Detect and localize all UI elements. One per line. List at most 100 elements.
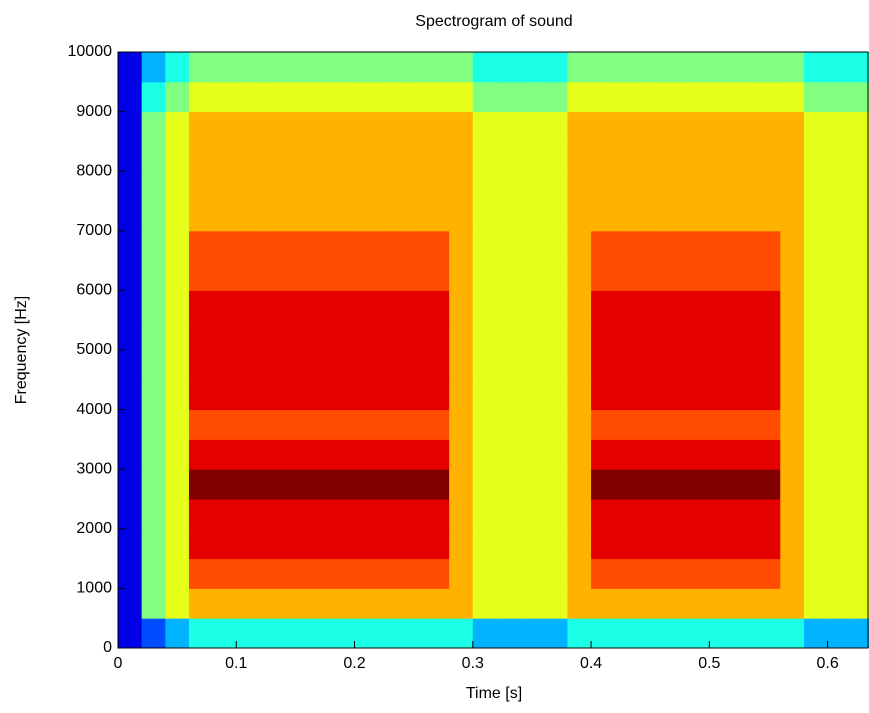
heatmap-cell — [283, 379, 308, 411]
heatmap-cell — [472, 499, 497, 530]
heatmap-cell — [851, 260, 869, 291]
heatmap-cell — [496, 499, 521, 530]
heatmap-cell — [591, 141, 616, 172]
heatmap-cell — [685, 171, 710, 202]
heatmap-cell — [449, 260, 474, 291]
heatmap-cell — [827, 469, 852, 500]
heatmap-cell — [662, 409, 687, 440]
heatmap-cell — [803, 111, 829, 142]
heatmap-cell — [425, 350, 450, 381]
heatmap-cell — [165, 499, 190, 530]
heatmap-cell — [141, 260, 166, 291]
heatmap-cell — [662, 171, 687, 202]
heatmap-cell — [259, 558, 285, 589]
heatmap-cell — [165, 81, 190, 113]
heatmap-cell — [851, 320, 869, 351]
heatmap-cell — [165, 111, 190, 142]
heatmap-cell — [449, 499, 474, 530]
heatmap-cell — [401, 558, 426, 589]
heatmap-cell — [709, 528, 734, 560]
heatmap-cell — [378, 379, 403, 411]
heatmap-cell — [709, 409, 734, 440]
heatmap-cell — [543, 558, 568, 589]
heatmap-cell — [212, 469, 237, 500]
heatmap-cell — [662, 201, 687, 232]
heatmap-cell — [543, 141, 568, 172]
heatmap-cell — [732, 201, 758, 232]
heatmap-cell — [165, 201, 190, 232]
heatmap-cell — [851, 618, 869, 648]
heatmap-cell — [662, 558, 687, 589]
heatmap-cell — [165, 439, 190, 470]
heatmap-cell — [188, 439, 214, 470]
heatmap-cell — [543, 618, 568, 648]
heatmap-cell — [827, 379, 852, 411]
heatmap-cell — [283, 469, 308, 500]
heatmap-cell — [780, 320, 805, 351]
heatmap-cell — [851, 52, 869, 83]
heatmap-cell — [827, 499, 852, 530]
heatmap-cell — [425, 111, 450, 142]
heatmap-cell — [803, 469, 829, 500]
heatmap-cell — [401, 52, 426, 83]
heatmap-cell — [354, 528, 379, 560]
heatmap-cell — [449, 320, 474, 351]
heatmap-cell — [496, 588, 521, 619]
heatmap-cell — [827, 171, 852, 202]
heatmap-cell — [685, 439, 710, 470]
heatmap-cell — [449, 588, 474, 619]
heatmap-cell — [520, 171, 545, 202]
heatmap-cell — [212, 171, 237, 202]
heatmap-cell — [401, 171, 426, 202]
heatmap-cell — [236, 528, 261, 560]
heatmap-cell — [212, 290, 237, 321]
heatmap-cell — [307, 260, 332, 291]
heatmap-cell — [780, 439, 805, 470]
heatmap-cell — [496, 469, 521, 500]
heatmap-cell — [283, 588, 308, 619]
heatmap-cell — [496, 141, 521, 172]
heatmap-cell — [662, 379, 687, 411]
heatmap-cell — [851, 141, 869, 172]
heatmap-cell — [307, 171, 332, 202]
heatmap-cell — [354, 290, 379, 321]
heatmap-cell — [354, 558, 379, 589]
heatmap-cell — [732, 379, 758, 411]
heatmap-cell — [543, 379, 568, 411]
heatmap-cell — [756, 528, 781, 560]
heatmap-cell — [118, 260, 143, 291]
heatmap-cell — [330, 111, 356, 142]
heatmap-cell — [401, 469, 426, 500]
x-tick-label: 0.2 — [343, 655, 365, 672]
heatmap-cell — [709, 81, 734, 113]
heatmap-cell — [118, 52, 143, 83]
heatmap-cell — [685, 409, 710, 440]
heatmap-cell — [378, 618, 403, 648]
heatmap-cell — [709, 201, 734, 232]
heatmap-cell — [401, 290, 426, 321]
heatmap-cell — [165, 320, 190, 351]
heatmap-cell — [614, 409, 639, 440]
heatmap-cell — [780, 409, 805, 440]
heatmap-cell — [496, 439, 521, 470]
heatmap-cell — [188, 81, 214, 113]
heatmap-cell — [188, 111, 214, 142]
heatmap-cell — [732, 409, 758, 440]
heatmap-cell — [188, 528, 214, 560]
heatmap-cell — [543, 439, 568, 470]
heatmap-cell — [236, 260, 261, 291]
heatmap-cell — [709, 439, 734, 470]
heatmap-cell — [732, 439, 758, 470]
heatmap-cell — [567, 379, 592, 411]
heatmap-cell — [709, 350, 734, 381]
heatmap-cell — [259, 618, 285, 648]
heatmap-cell — [732, 499, 758, 530]
heatmap-cell — [165, 528, 190, 560]
heatmap-cell — [425, 81, 450, 113]
heatmap-cell — [118, 350, 143, 381]
x-tick-label: 0.4 — [580, 655, 602, 672]
heatmap-cell — [520, 141, 545, 172]
heatmap-cell — [449, 81, 474, 113]
heatmap-cell — [567, 588, 592, 619]
heatmap-cell — [188, 379, 214, 411]
